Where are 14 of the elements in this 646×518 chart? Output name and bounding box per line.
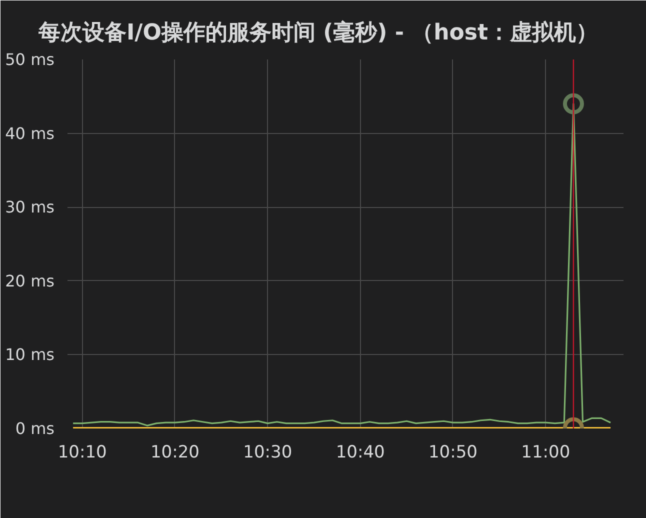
x-tick-label: 10:20 — [150, 442, 200, 462]
y-tick-label: 0 ms — [15, 419, 54, 438]
chart-title: 每次设备I/O操作的服务时间 (毫秒) - （host：虚拟机） — [38, 20, 598, 46]
x-tick-label: 10:10 — [58, 442, 107, 462]
x-tick-label: 10:30 — [243, 442, 292, 462]
y-tick-label: 30 ms — [5, 198, 55, 217]
y-tick-label: 40 ms — [5, 124, 55, 143]
x-tick-label: 11:00 — [521, 442, 570, 462]
y-tick-label: 50 ms — [5, 50, 55, 69]
x-tick-label: 10:40 — [336, 442, 385, 462]
y-tick-label: 20 ms — [5, 271, 55, 290]
x-tick-label: 10:50 — [428, 442, 478, 462]
line-series — [72, 102, 612, 426]
y-tick-label: 10 ms — [5, 345, 55, 364]
